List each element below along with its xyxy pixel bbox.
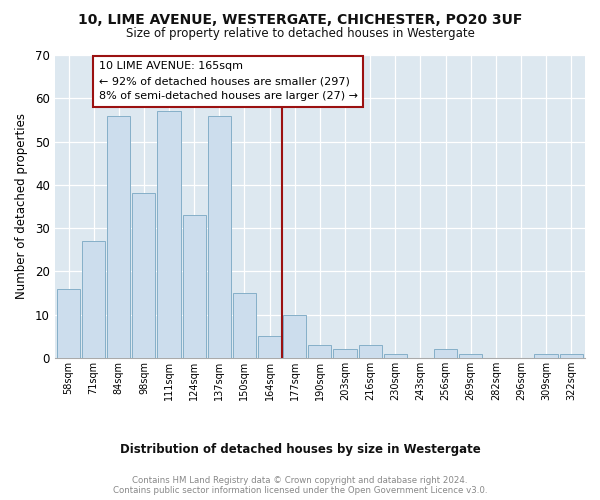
- Bar: [233, 293, 256, 358]
- Bar: [383, 354, 407, 358]
- Bar: [560, 354, 583, 358]
- Bar: [208, 116, 231, 358]
- Bar: [283, 314, 306, 358]
- Bar: [107, 116, 130, 358]
- Bar: [334, 349, 356, 358]
- Y-axis label: Number of detached properties: Number of detached properties: [15, 114, 28, 300]
- Text: 10 LIME AVENUE: 165sqm
← 92% of detached houses are smaller (297)
8% of semi-det: 10 LIME AVENUE: 165sqm ← 92% of detached…: [98, 62, 358, 101]
- Text: Distribution of detached houses by size in Westergate: Distribution of detached houses by size …: [119, 442, 481, 456]
- Bar: [535, 354, 557, 358]
- Bar: [308, 345, 331, 358]
- Bar: [434, 349, 457, 358]
- Text: Contains HM Land Registry data © Crown copyright and database right 2024.
Contai: Contains HM Land Registry data © Crown c…: [113, 476, 487, 495]
- Bar: [133, 194, 155, 358]
- Text: Size of property relative to detached houses in Westergate: Size of property relative to detached ho…: [125, 28, 475, 40]
- Bar: [182, 215, 206, 358]
- Bar: [359, 345, 382, 358]
- Bar: [258, 336, 281, 358]
- Bar: [157, 111, 181, 358]
- Bar: [57, 288, 80, 358]
- Bar: [82, 241, 105, 358]
- Text: 10, LIME AVENUE, WESTERGATE, CHICHESTER, PO20 3UF: 10, LIME AVENUE, WESTERGATE, CHICHESTER,…: [78, 12, 522, 26]
- Bar: [459, 354, 482, 358]
